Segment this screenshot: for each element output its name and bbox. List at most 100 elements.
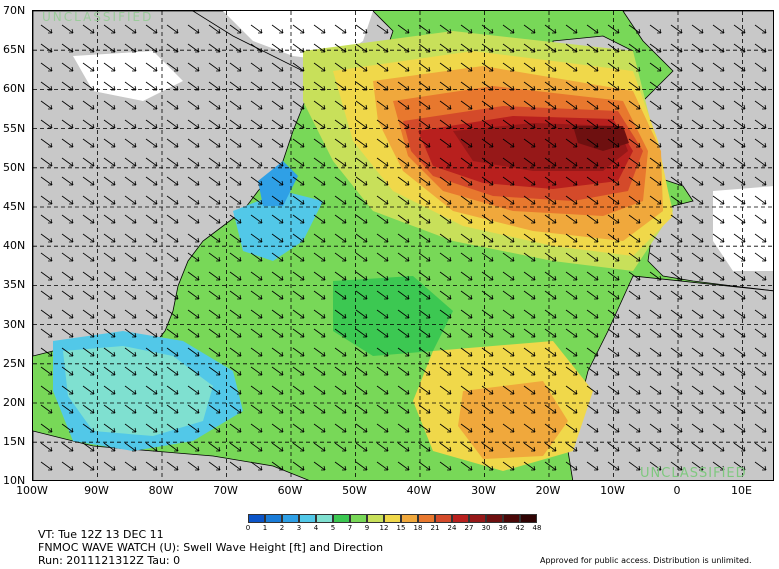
swell-arrow: [355, 461, 368, 471]
swell-arrow: [376, 309, 389, 319]
swell-arrow: [523, 100, 536, 110]
swell-arrow: [271, 252, 284, 262]
swell-arrow: [460, 233, 473, 243]
swell-arrow: [250, 81, 263, 91]
swell-arrow: [628, 461, 641, 471]
swell-arrow: [460, 366, 473, 376]
swell-arrow: [502, 404, 515, 414]
swell-arrow: [292, 461, 305, 471]
swell-arrow: [754, 233, 767, 243]
swell-arrow: [607, 252, 620, 262]
swell-arrow: [229, 347, 242, 357]
swell-arrow: [712, 24, 725, 34]
swell-arrow: [187, 290, 200, 300]
swell-arrow: [754, 309, 767, 319]
swell-arrow: [124, 423, 137, 433]
swell-arrow: [691, 252, 704, 262]
swell-arrow: [334, 385, 347, 395]
swell-arrow: [733, 62, 746, 72]
swell-arrow: [82, 138, 95, 148]
swell-arrow: [544, 385, 557, 395]
swell-arrow: [670, 100, 683, 110]
swell-arrow: [523, 328, 536, 338]
swell-arrow: [439, 81, 452, 91]
swell-arrow: [649, 271, 662, 281]
swell-arrow: [292, 290, 305, 300]
swell-arrow: [754, 404, 767, 414]
swell-arrow: [40, 157, 53, 167]
swell-arrow: [397, 62, 410, 72]
swell-arrow: [103, 423, 116, 433]
lon-label: 50W: [342, 484, 367, 497]
swell-arrow: [649, 309, 662, 319]
swell-arrow: [523, 157, 536, 167]
swell-arrow: [460, 24, 473, 34]
swell-arrow: [334, 233, 347, 243]
run-info: Run: 2011121312Z Tau: 0: [38, 554, 181, 567]
swell-arrow: [502, 157, 515, 167]
lat-label: 20N: [3, 396, 26, 409]
swell-arrow: [145, 176, 158, 186]
swell-arrow: [229, 62, 242, 72]
swell-arrow: [313, 461, 326, 471]
swell-arrow: [103, 138, 116, 148]
swell-arrow: [586, 233, 599, 243]
swell-arrow: [649, 328, 662, 338]
swell-arrow: [82, 404, 95, 414]
swell-arrow: [523, 290, 536, 300]
swell-arrow: [691, 176, 704, 186]
swell-arrow: [733, 81, 746, 91]
swell-arrow: [187, 176, 200, 186]
swell-arrow: [565, 271, 578, 281]
legend-swatch: [520, 514, 537, 523]
legend-swatch: [367, 514, 384, 523]
swell-arrow: [544, 442, 557, 452]
swell-arrow: [586, 100, 599, 110]
swell-arrow: [313, 309, 326, 319]
swell-arrow: [334, 347, 347, 357]
swell-arrow: [544, 423, 557, 433]
swell-arrow: [523, 43, 536, 53]
swell-arrow: [124, 404, 137, 414]
lat-label: 35N: [3, 278, 26, 292]
swell-arrow: [733, 347, 746, 357]
swell-arrow: [229, 423, 242, 433]
swell-arrow: [481, 43, 494, 53]
swell-arrow: [439, 385, 452, 395]
swell-arrow: [40, 24, 53, 34]
swell-arrow: [250, 233, 263, 243]
swell-arrow: [712, 138, 725, 148]
swell-arrow: [628, 442, 641, 452]
swell-arrow: [628, 252, 641, 262]
swell-arrow: [418, 366, 431, 376]
swell-arrow: [502, 195, 515, 205]
contour-blue-labrador: [258, 161, 298, 206]
swell-arrow: [544, 176, 557, 186]
swell-arrow: [40, 81, 53, 91]
swell-arrow: [166, 157, 179, 167]
swell-arrow: [397, 176, 410, 186]
swell-arrow: [670, 309, 683, 319]
swell-arrow: [712, 347, 725, 357]
swell-arrow: [124, 461, 137, 471]
swell-arrow: [733, 119, 746, 129]
swell-arrow: [82, 119, 95, 129]
swell-arrow: [313, 271, 326, 281]
swell-arrow: [628, 423, 641, 433]
swell-arrow: [229, 290, 242, 300]
swell-arrow: [208, 233, 221, 243]
swell-arrow: [208, 461, 221, 471]
swell-arrow: [229, 404, 242, 414]
swell-arrow: [418, 81, 431, 91]
swell-arrow: [187, 214, 200, 224]
swell-arrow: [439, 290, 452, 300]
swell-arrow: [481, 214, 494, 224]
swell-arrow: [544, 214, 557, 224]
swell-arrow: [418, 309, 431, 319]
swell-arrow: [754, 119, 767, 129]
swell-arrow: [607, 100, 620, 110]
swell-arrow: [271, 119, 284, 129]
swell-arrow: [670, 404, 683, 414]
swell-arrow: [166, 423, 179, 433]
swell-arrow: [481, 252, 494, 262]
